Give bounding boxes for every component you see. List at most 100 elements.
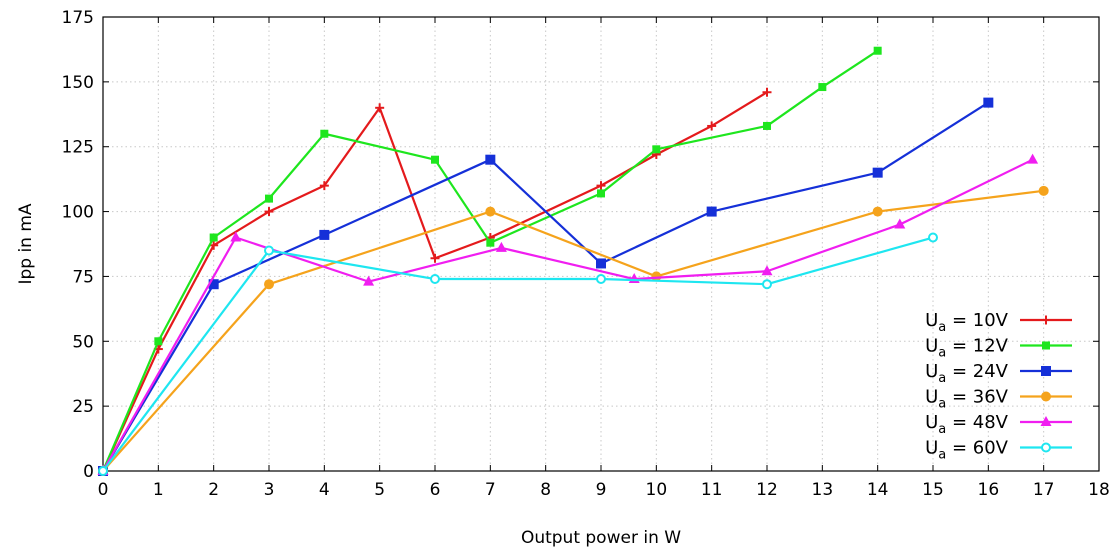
- y-tick-label: 75: [72, 267, 94, 287]
- data-point-60v: [762, 279, 772, 290]
- x-tick-label: 4: [319, 480, 330, 500]
- data-point-24v: [596, 258, 606, 269]
- series-60v: [98, 232, 938, 476]
- data-point-10v: [319, 181, 329, 191]
- legend-label: Ua = 12V: [925, 336, 1009, 361]
- x-tick-label: 0: [98, 480, 109, 500]
- x-tick-label: 6: [430, 480, 441, 500]
- series-line-48v: [102, 158, 1034, 472]
- series-lines: [97, 46, 1049, 476]
- x-tick-label: 5: [374, 480, 385, 500]
- x-tick-label: 1: [153, 480, 164, 500]
- legend-swatch-marker: [1042, 341, 1050, 350]
- data-point-48v: [363, 275, 375, 286]
- series-36v: [98, 185, 1049, 476]
- x-tick-label: 16: [978, 480, 1000, 500]
- x-axis-title: Output power in W: [521, 528, 681, 548]
- data-point-12v: [597, 189, 605, 198]
- series-line-10v: [101, 91, 768, 472]
- legend-label: Ua = 60V: [925, 438, 1009, 463]
- legend-item-48v: Ua = 48V: [925, 412, 1072, 437]
- data-point-10v: [264, 207, 274, 217]
- y-tick-label: 150: [62, 73, 94, 93]
- x-tick-label: 11: [701, 480, 723, 500]
- series-line-12v: [101, 49, 879, 472]
- x-tick-label: 18: [1088, 480, 1110, 500]
- x-tick-label: 12: [756, 480, 778, 500]
- data-point-24v: [208, 279, 219, 290]
- data-point-60v: [430, 274, 440, 285]
- series-line-24v: [102, 101, 989, 472]
- data-point-10v: [430, 253, 440, 263]
- legend-swatch-marker: [1041, 315, 1051, 325]
- data-point-12v: [265, 194, 273, 203]
- data-point-36v: [485, 206, 496, 217]
- series-24v: [98, 97, 994, 476]
- legend-item-12v: Ua = 12V: [925, 336, 1072, 361]
- data-point-36v: [264, 279, 274, 290]
- data-point-24v: [706, 206, 717, 217]
- legend-item-60v: Ua = 60V: [925, 438, 1072, 463]
- data-point-60v: [596, 274, 606, 285]
- x-tick-label: 13: [812, 480, 834, 500]
- data-point-12v: [154, 337, 163, 346]
- data-point-12v: [873, 46, 882, 55]
- data-point-60v: [928, 232, 938, 243]
- x-tick-label: 10: [646, 480, 668, 500]
- data-point-48v: [495, 241, 507, 252]
- data-point-12v: [652, 145, 661, 154]
- legend-swatch-marker: [1041, 442, 1051, 453]
- legend-item-36v: Ua = 36V: [925, 387, 1072, 412]
- data-point-24v: [319, 229, 330, 240]
- data-point-48v: [761, 265, 773, 276]
- y-tick-label: 50: [72, 332, 94, 352]
- y-tick-label: 0: [83, 462, 94, 482]
- legend-label: Ua = 24V: [925, 361, 1009, 386]
- legend-swatch-marker: [1041, 391, 1051, 402]
- series-12v: [99, 46, 882, 475]
- data-point-10v: [596, 181, 606, 191]
- legend-label: Ua = 10V: [925, 310, 1009, 335]
- data-point-48v: [230, 231, 242, 242]
- y-tick-label: 100: [62, 203, 94, 223]
- series-line-60v: [102, 236, 934, 472]
- legend-item-10v: Ua = 10V: [925, 310, 1072, 335]
- x-tick-label: 3: [264, 480, 275, 500]
- y-tick-label: 25: [72, 397, 94, 417]
- series-line-36v: [102, 189, 1044, 472]
- legend-item-24v: Ua = 24V: [925, 361, 1072, 386]
- y-axis-title: Ipp in mA: [16, 203, 36, 284]
- y-tick-label: 175: [62, 8, 94, 28]
- data-point-10v: [707, 121, 717, 131]
- data-point-12v: [818, 83, 827, 92]
- y-tick-label: 125: [62, 138, 94, 158]
- legend-label: Ua = 36V: [925, 387, 1009, 412]
- data-point-48v: [1027, 153, 1039, 164]
- x-tick-label: 9: [596, 480, 607, 500]
- x-tick-label: 2: [208, 480, 219, 500]
- data-point-12v: [209, 233, 218, 242]
- x-tick-label: 7: [485, 480, 496, 500]
- data-point-10v: [375, 103, 385, 113]
- data-point-48v: [894, 218, 906, 229]
- x-tick-label: 15: [922, 480, 944, 500]
- x-tick-label: 8: [540, 480, 551, 500]
- legend-swatch-marker: [1041, 366, 1051, 376]
- data-point-24v: [485, 154, 496, 165]
- data-point-12v: [486, 238, 495, 247]
- data-point-36v: [1038, 185, 1049, 196]
- data-point-12v: [320, 129, 329, 138]
- data-point-36v: [872, 206, 883, 217]
- series-48v: [97, 153, 1039, 475]
- x-tick-label: 14: [867, 480, 889, 500]
- x-tick-label: 17: [1033, 480, 1055, 500]
- data-point-60v: [98, 466, 108, 476]
- legend-swatch-marker: [1040, 416, 1052, 426]
- series-10v: [98, 87, 772, 476]
- data-point-60v: [264, 245, 274, 256]
- axis-ticks: 0 1 2 3 4 5 6 7 8 9 10 11 12 13 14 15 16 17 18025507510012…: [62, 8, 1110, 500]
- data-point-12v: [431, 155, 439, 164]
- data-point-24v: [983, 97, 994, 108]
- data-point-12v: [763, 121, 771, 130]
